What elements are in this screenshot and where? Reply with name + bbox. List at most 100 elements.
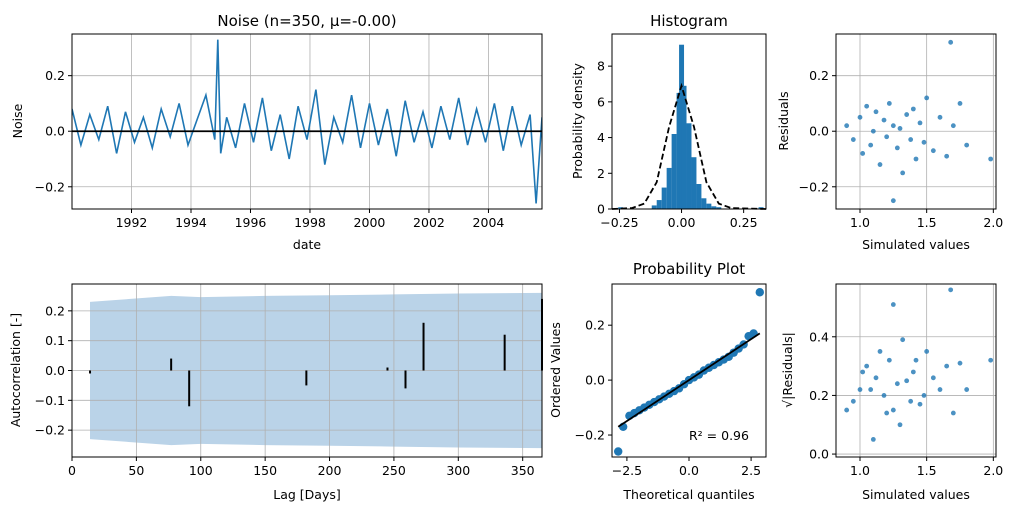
sqrt-residuals-panel: 1.0 1.5 2.0 0.0 0.2 0.4 Simulated values √|R…: [780, 283, 1003, 502]
noise-y-ticks: −0.2 0.0 0.2: [35, 68, 72, 194]
noise-plot-area: [72, 39, 542, 204]
histogram-bar: [701, 198, 707, 209]
sqrt-residuals-x-label: Simulated values: [862, 487, 970, 502]
residuals-point: [910, 106, 916, 112]
sqrt-residuals-point: [897, 422, 903, 428]
residuals-point: [890, 198, 896, 204]
sqrt-residuals-point: [900, 337, 906, 343]
histogram-y-tick-label: 0: [597, 202, 605, 217]
histogram-bar: [661, 187, 667, 209]
histogram-panel: −0.25 0.00 0.25 0 2 4 6 8 Histogram Probabilit…: [570, 12, 767, 230]
histogram-y-tick-label: 2: [597, 166, 605, 181]
sqrt-residuals-point: [844, 407, 850, 413]
residuals-y-tick-label: 0.0: [809, 124, 829, 139]
acf-x-tick-label: 300: [446, 463, 470, 478]
residuals-point: [908, 137, 914, 142]
residuals-panel: 1.0 1.5 2.0 −0.2 0.0 0.2 Simulated values Re…: [776, 33, 1003, 252]
noise-x-label: date: [293, 237, 321, 252]
histogram-y-label: Probability density: [570, 62, 585, 178]
sqrt-residuals-point: [864, 363, 870, 369]
probplot-x-tick-label: 2.5: [741, 463, 761, 478]
residuals-point: [937, 114, 943, 120]
histogram-bar: [666, 167, 672, 209]
sqrt-residuals-y-tick-label: 0.0: [809, 447, 829, 462]
noise-x-tick-label: 2004: [473, 215, 505, 230]
residuals-y-tick-label: −0.2: [799, 179, 829, 194]
histogram-bar: [716, 207, 722, 209]
residuals-point: [964, 142, 970, 148]
probplot-y-ticks: −0.2 0.0 0.2: [575, 318, 612, 443]
sqrt-residuals-y-label: √|Residuals|: [780, 332, 795, 408]
sqrt-residuals-point: [850, 398, 856, 404]
residuals-x-ticks: 1.0 1.5 2.0: [850, 209, 1003, 230]
sqrt-residuals-y-ticks: 0.0 0.2 0.4: [809, 329, 836, 462]
probplot-y-tick-label: −0.2: [575, 428, 605, 443]
sqrt-residuals-point: [937, 387, 943, 392]
histogram-bar: [706, 203, 712, 209]
sqrt-residuals-point: [950, 410, 956, 416]
acf-y-ticks: −0.2 −0.1 0.0 0.1 0.2: [35, 303, 72, 438]
noise-y-label: Noise: [10, 103, 25, 138]
sqrt-residuals-x-tick-label: 1.0: [850, 463, 870, 478]
sqrt-residuals-point: [921, 393, 927, 398]
noise-y-tick-label: 0.0: [45, 124, 65, 139]
sqrt-residuals-axes-frame: [835, 283, 997, 458]
sqrt-residuals-x-tick-label: 2.0: [983, 463, 1003, 478]
probplot-plot-area: [614, 288, 764, 456]
residuals-plot-area: [844, 39, 994, 204]
sqrt-residuals-point: [908, 398, 914, 404]
histogram-density-curve: [611, 82, 767, 210]
residuals-point: [900, 170, 906, 176]
sqrt-residuals-point: [884, 410, 890, 416]
acf-x-tick-label: 0: [68, 463, 76, 478]
sqrt-residuals-point: [964, 387, 970, 392]
noise-series-line: [72, 39, 542, 204]
residuals-point: [868, 142, 874, 148]
sqrt-residuals-point: [890, 407, 896, 413]
residuals-point: [860, 151, 866, 156]
residuals-point: [957, 101, 963, 106]
noise-x-tick-label: 1998: [294, 215, 326, 230]
sqrt-residuals-point: [917, 401, 923, 407]
acf-y-tick-label: 0.0: [45, 363, 65, 378]
acf-panel: 0 50 100 150 200 250 300 350 −0.2−0.10.00.10.2 …: [8, 283, 543, 502]
histogram-x-tick-label: −0.25: [600, 215, 638, 230]
probplot-x-label: Theoretical quantiles: [622, 487, 754, 502]
histogram-y-ticks: 0 2 4 6 8: [597, 59, 612, 217]
residuals-point: [864, 103, 870, 109]
residuals-point: [917, 120, 923, 126]
histogram-plot-area: [611, 44, 767, 210]
sqrt-residuals-plot-area: [844, 287, 994, 442]
residuals-point: [844, 123, 850, 129]
sqrt-residuals-x-tick-label: 1.5: [917, 463, 937, 478]
noise-x-tick-label: 1992: [116, 215, 148, 230]
sqrt-residuals-x-ticks: 1.0 1.5 2.0: [850, 457, 1003, 478]
acf-x-tick-label: 200: [318, 463, 342, 478]
noise-title: Noise (n=350, μ=-0.00): [217, 12, 396, 30]
residuals-x-tick-label: 1.0: [850, 215, 870, 230]
sqrt-residuals-point: [944, 363, 950, 369]
histogram-bar: [696, 184, 702, 209]
residuals-point: [904, 112, 910, 117]
residuals-point: [886, 101, 892, 106]
residuals-x-tick-label: 2.0: [983, 215, 1003, 230]
histogram-x-tick-label: 0.00: [668, 215, 696, 230]
sqrt-residuals-point: [894, 381, 900, 387]
residuals-point: [850, 137, 856, 142]
sqrt-residuals-y-tick-label: 0.2: [809, 388, 829, 403]
residuals-y-ticks: −0.2 0.0 0.2: [799, 68, 836, 194]
residuals-x-label: Simulated values: [862, 237, 970, 252]
residuals-point: [884, 134, 890, 140]
noise-x-tick-label: 2000: [354, 215, 386, 230]
histogram-bar: [651, 205, 657, 209]
sqrt-residuals-point: [860, 369, 866, 375]
acf-x-tick-label: 250: [382, 463, 406, 478]
residuals-y-label: Residuals: [776, 91, 791, 150]
residuals-point: [890, 123, 896, 129]
probplot-x-ticks: −2.5 0.0 2.5: [612, 457, 761, 478]
acf-y-label: Autocorrelation [-]: [8, 313, 23, 427]
histogram-bar: [671, 134, 677, 209]
sqrt-residuals-y-tick-label: 0.4: [809, 329, 829, 344]
noise-x-tick-label: 2002: [413, 215, 445, 230]
